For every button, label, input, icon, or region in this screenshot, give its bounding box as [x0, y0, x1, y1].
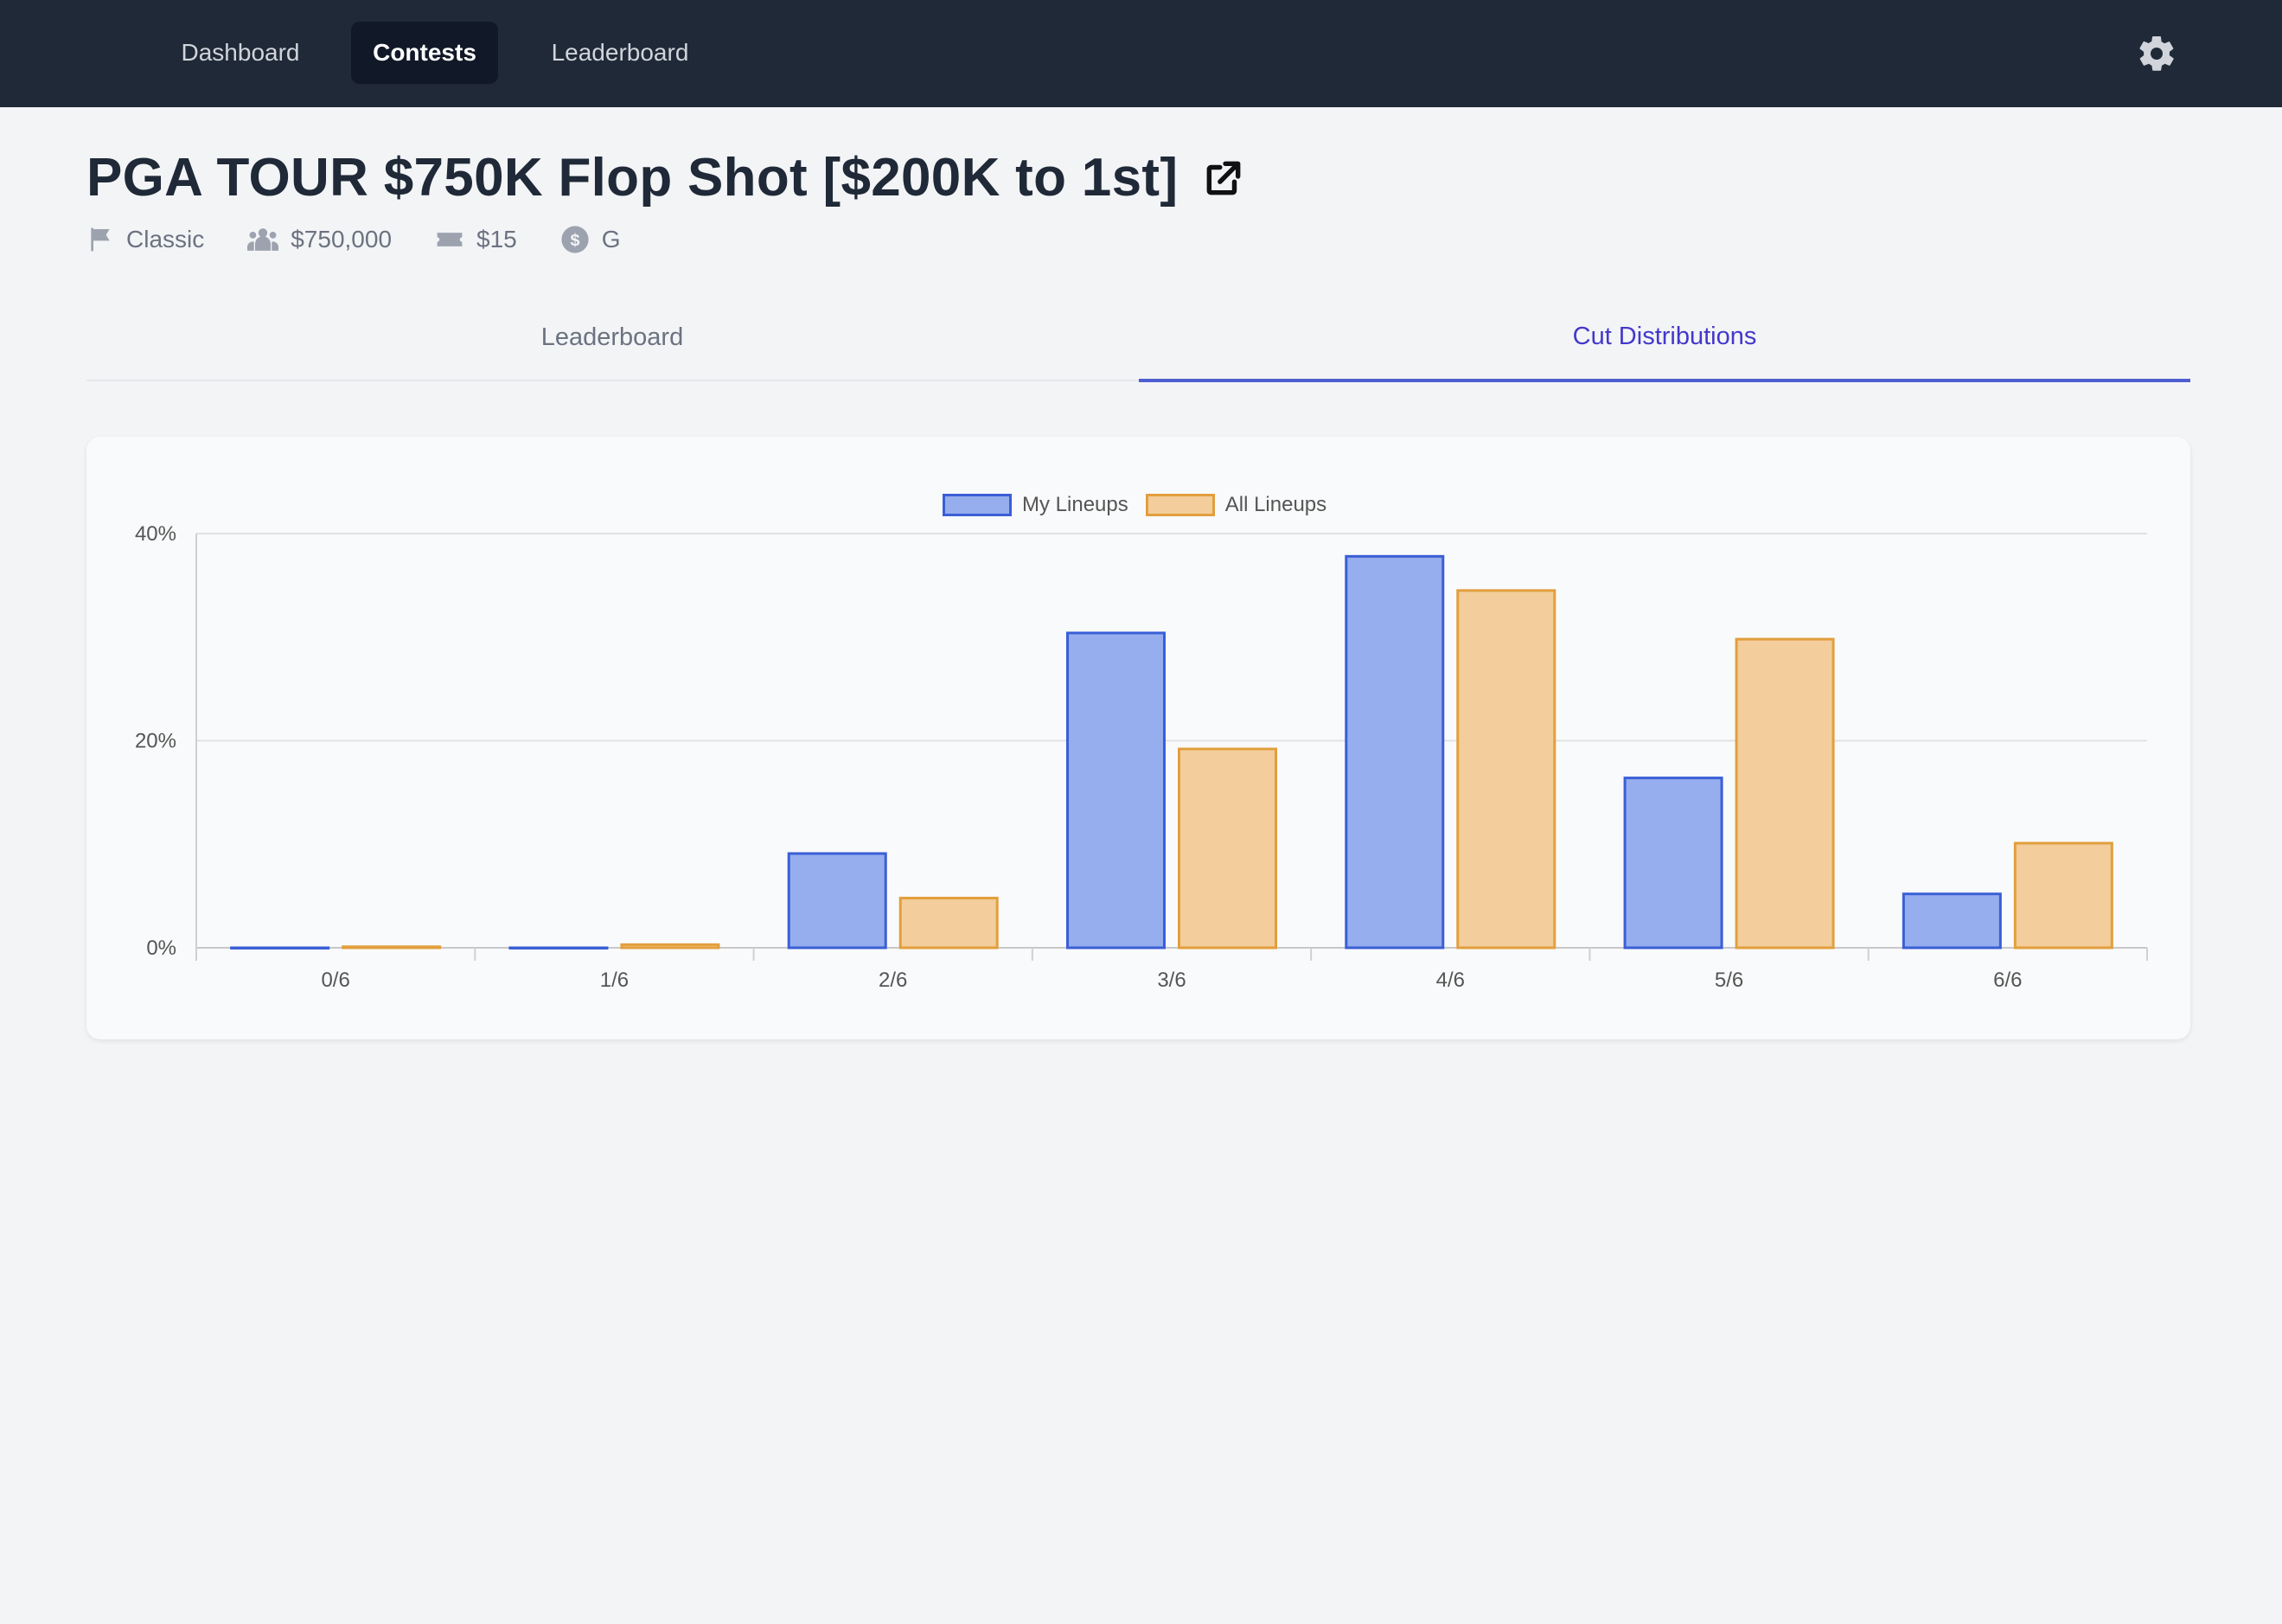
page-title: PGA TOUR $750K Flop Shot [$200K to 1st]: [86, 148, 1179, 208]
gear-icon[interactable]: [2136, 33, 2177, 74]
meta-entry-fee-label: $15: [476, 226, 517, 253]
bar-all-lineups: [1178, 747, 1277, 949]
bar-my-lineups: [1345, 554, 1445, 949]
x-tick-label: 6/6: [1993, 969, 2022, 992]
bar-all-lineups: [342, 945, 442, 949]
dollar-circle-icon: $: [561, 226, 589, 253]
y-tick-label: 40%: [135, 522, 176, 546]
meta-entry-fee: $15: [435, 226, 517, 253]
nav-dashboard[interactable]: Dashboard: [181, 39, 300, 66]
bar-my-lineups: [1623, 777, 1723, 949]
flag-icon: [91, 227, 110, 252]
meta-type: Classic: [86, 226, 204, 253]
legend-swatch-all-lineups: [1145, 494, 1215, 516]
meta-prize-label: $750,000: [291, 226, 393, 253]
legend-label-my-lineups: My Lineups: [1022, 493, 1128, 516]
bar-all-lineups: [898, 897, 999, 949]
x-tick-label: 2/6: [879, 969, 907, 992]
tab-leaderboard[interactable]: Leaderboard: [540, 323, 684, 351]
bar-my-lineups: [230, 946, 330, 949]
bar-my-lineups: [787, 852, 887, 949]
cut-distribution-chart: 0% 20% 40% 0/6 1/6 2/6 3/6 4/6 5/6 6/6: [135, 522, 2148, 992]
nav-leaderboard[interactable]: Leaderboard: [551, 39, 689, 66]
contest-tabs: Leaderboard Cut Distributions: [86, 294, 2190, 382]
external-link-icon[interactable]: [1202, 157, 1245, 200]
x-tick-label: 3/6: [1157, 969, 1186, 992]
chart-card: My Lineups All Lineups 0% 20% 40% 0/6 1/6 2/6…: [86, 437, 2190, 1039]
x-tick-label: 1/6: [600, 969, 629, 992]
bar-all-lineups: [2013, 841, 2113, 949]
bar-all-lineups: [1735, 637, 1835, 949]
chart-legend: My Lineups All Lineups: [943, 493, 1344, 517]
meta-currency-label: G: [601, 226, 621, 253]
bar-my-lineups: [1902, 892, 2002, 949]
bar-all-lineups: [1456, 589, 1556, 949]
svg-text:$: $: [570, 231, 579, 250]
legend-item-my-lineups[interactable]: My Lineups: [943, 493, 1128, 517]
meta-type-label: Classic: [126, 226, 205, 253]
nav-contests[interactable]: Contests: [351, 22, 498, 84]
y-tick-label: 0%: [146, 937, 176, 960]
users-icon: [247, 228, 279, 251]
legend-swatch-my-lineups: [943, 494, 1012, 516]
x-tick-label: 4/6: [1436, 969, 1465, 992]
ticket-icon: [437, 233, 463, 246]
bar-my-lineups: [508, 946, 609, 949]
bar-all-lineups: [620, 943, 720, 949]
top-navbar: Dashboard Contests Leaderboard: [0, 0, 2282, 107]
legend-label-all-lineups: All Lineups: [1224, 493, 1327, 516]
meta-currency: $ G: [560, 225, 621, 254]
x-tick-label: 0/6: [321, 969, 349, 992]
x-tick-label: 5/6: [1715, 969, 1743, 992]
y-tick-label: 20%: [135, 730, 176, 753]
legend-item-all-lineups[interactable]: All Lineups: [1145, 493, 1327, 517]
tab-cut-distributions[interactable]: Cut Distributions: [1139, 294, 2190, 382]
meta-prize: $750,000: [247, 226, 392, 253]
contest-meta: Classic $750,000 $15 $ G: [86, 225, 664, 254]
contest-header: PGA TOUR $750K Flop Shot [$200K to 1st]: [86, 147, 1245, 208]
bar-my-lineups: [1066, 631, 1166, 949]
